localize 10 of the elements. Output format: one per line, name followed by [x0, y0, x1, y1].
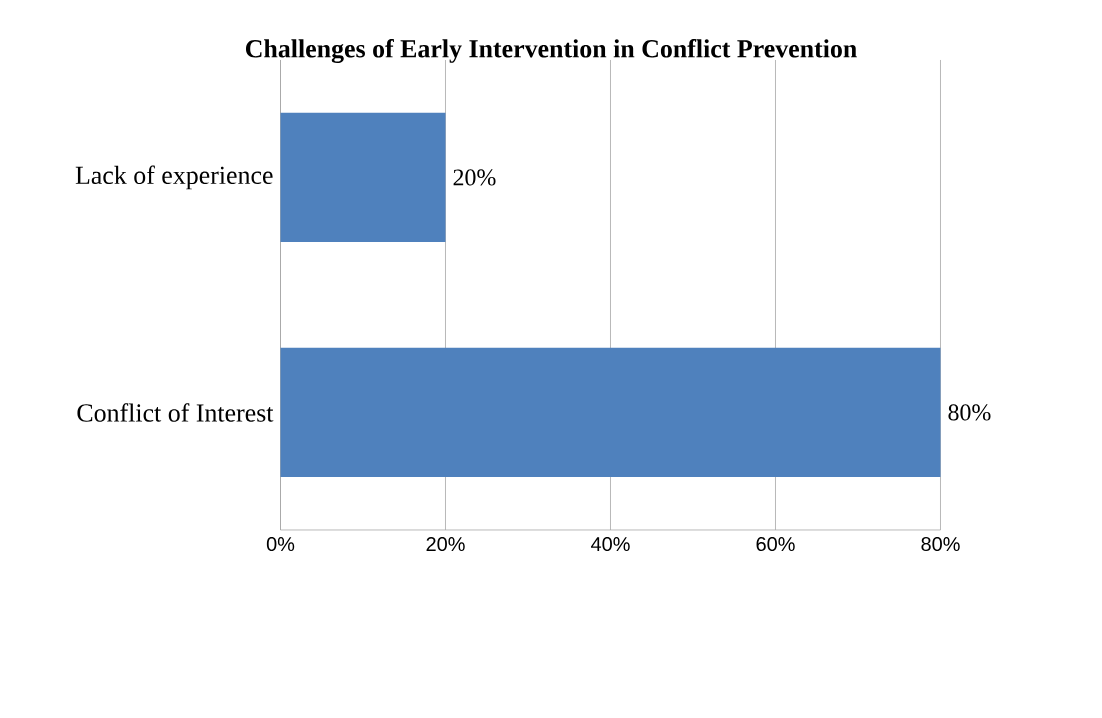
x-tick-label: 80%	[921, 537, 960, 552]
x-tick-label: 60%	[756, 537, 795, 552]
chart-title: Challenges of Early Intervention in Conflict Prevention	[245, 39, 857, 63]
x-tick-label: 20%	[426, 537, 465, 552]
y-tick-label: Conflict of Interest	[77, 403, 274, 422]
y-tick-label: Lack of experience	[75, 165, 273, 190]
x-tick-label: 0%	[266, 537, 295, 552]
x-tick-label: 40%	[591, 537, 630, 552]
data-label: 20%	[453, 169, 496, 186]
data-label: 80%	[948, 404, 991, 421]
